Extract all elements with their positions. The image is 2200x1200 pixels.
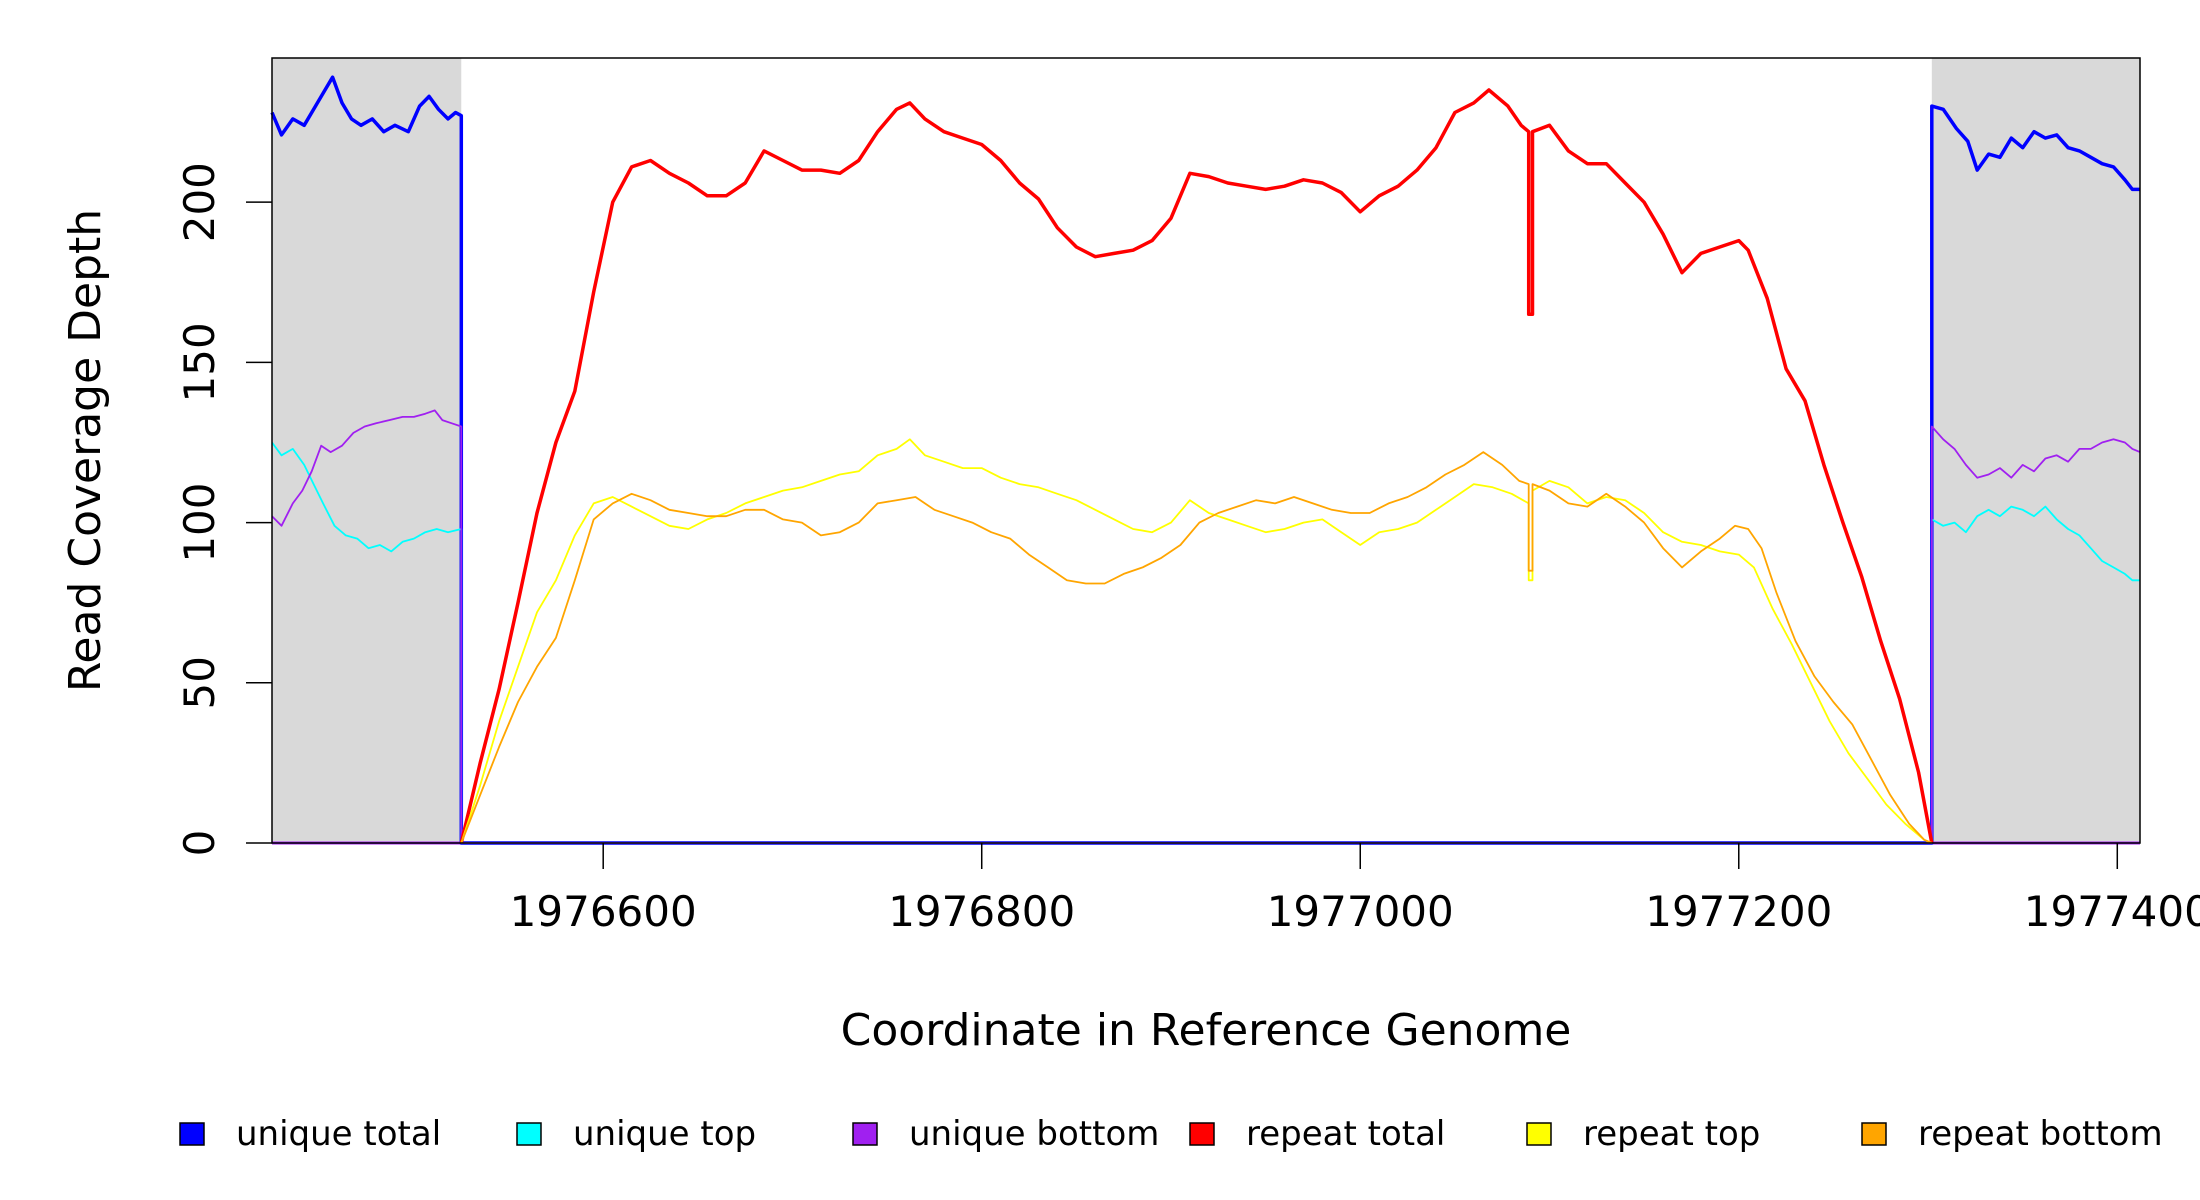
x-tick-label: 1976600	[510, 887, 697, 936]
legend-label-repeat-bottom: repeat bottom	[1918, 1114, 2163, 1154]
series-lines	[270, 75, 2141, 845]
y-axis: 0 50 100 150 200	[175, 162, 272, 856]
y-tick-label: 150	[175, 322, 224, 402]
x-tick-label: 1977200	[1645, 887, 1832, 936]
x-tick-label: 1976800	[888, 887, 1075, 936]
x-tick-label: 1977000	[1267, 887, 1454, 936]
legend-label-repeat-top: repeat top	[1583, 1114, 1760, 1154]
x-tick-label: 1977400	[2024, 887, 2200, 936]
y-tick-label: 0	[175, 830, 224, 857]
legend-swatch-repeat-total	[1189, 1122, 1215, 1146]
legend-swatch-unique-top	[516, 1122, 542, 1146]
legend-label-unique-total: unique total	[236, 1114, 441, 1154]
legend-swatch-unique-bottom	[852, 1122, 878, 1146]
series-repeat-top	[460, 438, 1933, 844]
plot-frame	[271, 57, 2141, 844]
x-axis-title: Coordinate in Reference Genome	[841, 1005, 1572, 1056]
legend: unique total unique top unique bottom repea…	[179, 1114, 2163, 1154]
legend-label-unique-bottom: unique bottom	[909, 1114, 1159, 1154]
series-unique-bottom	[271, 409, 2141, 844]
y-tick-label: 50	[175, 656, 224, 709]
legend-label-unique-top: unique top	[573, 1114, 756, 1154]
series-repeat-total	[459, 88, 1934, 844]
legend-swatch-repeat-bottom	[1861, 1122, 1887, 1146]
unique-region-2	[1931, 58, 2140, 843]
series-repeat-bottom	[460, 451, 1933, 844]
legend-label-repeat-total: repeat total	[1246, 1114, 1445, 1154]
y-tick-label: 200	[175, 162, 224, 242]
legend-swatch-unique-total	[179, 1122, 205, 1146]
legend-swatch-repeat-top	[1526, 1122, 1552, 1146]
x-axis: 1976600 1976800 1977000 1977200 1977400	[510, 843, 2200, 936]
unique-region-1	[272, 58, 462, 843]
y-tick-label: 100	[175, 483, 224, 563]
y-axis-title: Read Coverage Depth	[60, 209, 111, 692]
unique-region-shading	[272, 58, 2140, 843]
